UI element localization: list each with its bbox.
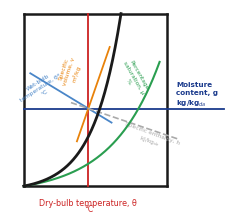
Text: Dry-bulb temperature, θ: Dry-bulb temperature, θ	[39, 199, 137, 208]
Text: Specific
volume, v
m³/kg: Specific volume, v m³/kg	[56, 55, 83, 89]
Text: Specific enthalpy, h
kJ/kg$_{da}$: Specific enthalpy, h kJ/kg$_{da}$	[120, 121, 180, 156]
Text: °C: °C	[83, 205, 92, 214]
Text: Percentage
saturation, μ
%: Percentage saturation, μ %	[116, 58, 149, 99]
Text: Wet-bulb
temperature, θ*
°C: Wet-bulb temperature, θ* °C	[16, 68, 65, 108]
Text: Moisture
content, g
kg/kg$_{da}$: Moisture content, g kg/kg$_{da}$	[175, 82, 217, 109]
